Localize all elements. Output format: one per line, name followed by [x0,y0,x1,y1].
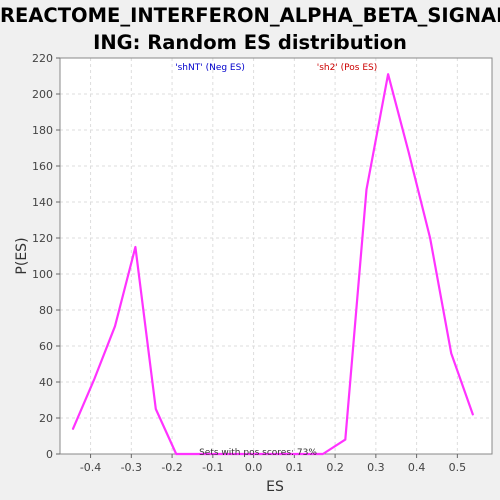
data-point [114,325,116,327]
x-tick-label: 0.1 [286,461,304,474]
y-tick-label: 60 [39,340,53,353]
chart-title-line-2: ING: Random ES distribution [93,31,407,54]
x-tick-label: -0.1 [202,461,223,474]
x-tick-label: -0.2 [161,461,182,474]
data-point [155,408,157,410]
data-point [216,453,218,455]
data-point [134,246,136,248]
y-tick-label: 200 [32,88,53,101]
pos-es-label: 'sh2' (Pos ES) [317,63,378,73]
x-tick-label: -0.3 [121,461,142,474]
y-tick-label: 180 [32,124,53,137]
pos-scores-annotation: Sets with pos scores: 73% [199,448,317,458]
y-tick-label: 40 [39,376,53,389]
plot-area [60,58,492,454]
y-tick-label: 140 [32,196,53,209]
y-tick-label: 80 [39,304,53,317]
chart-title: REACTOME_INTERFERON_ALPHA_BETA_SIGNAL IN… [0,2,500,56]
x-tick-label: 0.5 [449,461,467,474]
y-tick-label: 220 [32,52,53,65]
x-tick-label: 0.3 [367,461,385,474]
x-tick-label: 0.2 [326,461,344,474]
series-line [71,73,474,456]
ticks: -0.4 -0.3 -0.2 -0.1 0.0 0.1 0.2 0.3 0.4 0.5 0 20 40 6… [32,52,466,474]
x-tick-label: -0.4 [80,461,101,474]
data-point [94,377,96,379]
x-tick-label: 0.0 [245,461,263,474]
data-point [72,428,74,430]
data-point [450,352,452,354]
data-point [344,439,346,441]
data-point [387,73,389,75]
chart-title-line-1: REACTOME_INTERFERON_ALPHA_BETA_SIGNAL [0,4,500,27]
y-tick-label: 100 [32,268,53,281]
y-tick-label: 20 [39,412,53,425]
neg-es-label: 'shNT' (Neg ES) [175,63,245,73]
data-point [322,453,324,455]
x-axis-label: ES [266,479,284,495]
y-tick-label: 160 [32,160,53,173]
data-point [195,453,198,455]
data-point [175,453,177,455]
data-point [365,188,368,190]
data-point [407,151,410,153]
y-tick-label: 0 [46,448,53,461]
data-point [429,237,431,239]
data-point [472,413,474,415]
y-tick-label: 120 [32,232,53,245]
series [71,73,474,456]
x-tick-label: 0.4 [408,461,426,474]
y-axis-label: P(ES) [14,237,30,274]
